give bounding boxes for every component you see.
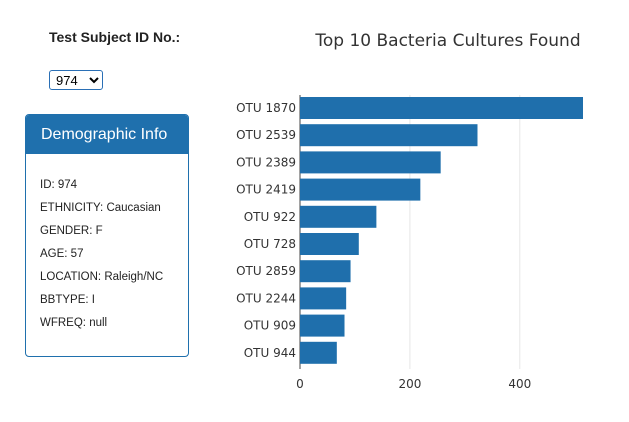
subject-id-select[interactable]: 974 (49, 70, 103, 90)
demo-ethnicity: ETHNICITY: Caucasian (40, 202, 161, 214)
y-tick-label: OTU 2389 (236, 155, 296, 169)
chart-bars (300, 97, 583, 364)
bar-otu-2389 (300, 151, 441, 174)
chart-x-ticks: 0 200 400 (296, 377, 531, 391)
bar-otu-1870 (300, 97, 583, 119)
bar-otu-944 (300, 341, 337, 364)
subject-id-label: Test Subject ID No.: (49, 29, 181, 45)
y-tick-label: OTU 1870 (236, 101, 296, 115)
chart-y-labels: OTU 1870 OTU 2539 OTU 2389 OTU 2419 OTU 922 O… (236, 101, 296, 360)
x-tick-1: 200 (398, 377, 421, 391)
demo-age: AGE: 57 (40, 248, 84, 260)
y-tick-label: OTU 922 (244, 210, 296, 224)
bar-otu-2244 (300, 287, 347, 310)
bar-otu-2539 (300, 124, 478, 147)
x-tick-0: 0 (296, 377, 304, 391)
demographic-body: ID: 974 ETHNICITY: Caucasian GENDER: F A… (26, 154, 188, 335)
y-tick-label: OTU 909 (244, 319, 296, 333)
demo-wfreq: WFREQ: null (40, 317, 108, 329)
bar-otu-728 (300, 233, 359, 255)
demo-id: ID: 974 (40, 179, 78, 191)
y-tick-label: OTU 728 (244, 237, 296, 251)
bar-otu-2419 (300, 178, 421, 201)
bar-otu-2859 (300, 260, 351, 283)
demographic-panel: Demographic Info ID: 974 ETHNICITY: Cauc… (25, 114, 189, 357)
demo-location: LOCATION: Raleigh/NC (40, 271, 164, 283)
y-tick-label: OTU 944 (244, 346, 296, 360)
y-tick-label: OTU 2244 (236, 291, 296, 305)
bar-otu-909 (300, 314, 345, 337)
y-tick-label: OTU 2419 (236, 183, 296, 197)
demo-bbtype: BBTYPE: I (40, 294, 95, 306)
demographic-header: Demographic Info (26, 115, 188, 154)
bar-otu-922 (300, 205, 377, 228)
y-tick-label: OTU 2859 (236, 264, 296, 278)
x-tick-2: 400 (508, 377, 531, 391)
chart-title: Top 10 Bacteria Cultures Found (314, 31, 580, 51)
y-tick-label: OTU 2539 (236, 128, 296, 142)
demo-gender: GENDER: F (40, 225, 103, 237)
